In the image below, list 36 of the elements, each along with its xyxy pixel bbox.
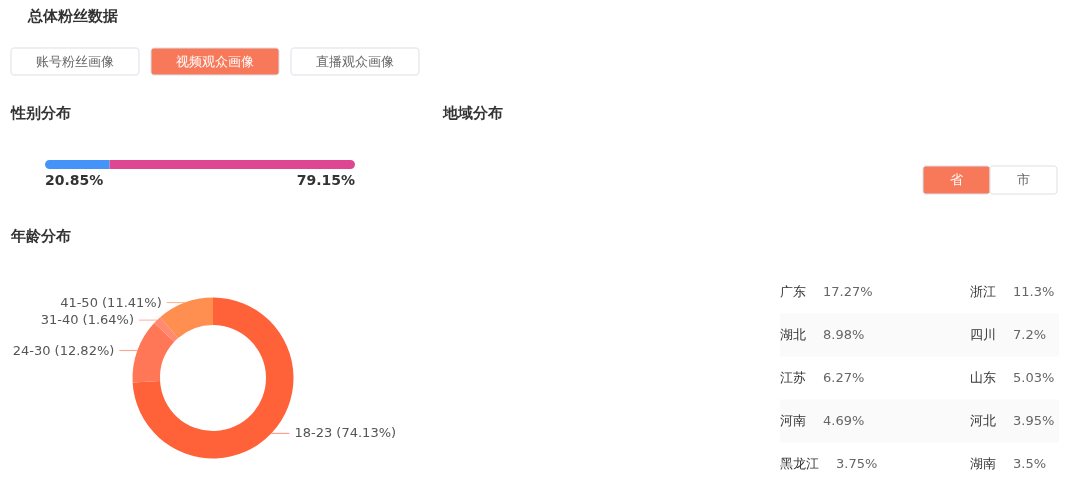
text: 总体粉丝数据	[27, 7, 118, 25]
category-label: 河南	[780, 413, 806, 428]
data-label: 3.95%	[1013, 413, 1055, 428]
slice-label: 24-30 (12.82%)	[12, 342, 115, 358]
data-label: 4.69%	[823, 413, 865, 428]
slice-label: 18-23 (74.13%)	[294, 425, 397, 441]
category-label: 市	[1017, 172, 1030, 187]
category-label: 河北	[970, 413, 996, 428]
category-label: 广东	[780, 284, 806, 299]
category-label: 山东	[970, 370, 996, 385]
data-label: 11.3%	[1013, 284, 1055, 299]
data-label: 8.98%	[823, 327, 865, 342]
chart-title: 性别分布	[10, 104, 71, 122]
category-label: 江苏	[780, 370, 806, 385]
category-label: 四川	[970, 327, 996, 342]
data-label: 20.85%	[45, 172, 104, 188]
category-label: 湖南	[970, 456, 996, 471]
text: 地域分布	[442, 104, 503, 122]
category-label: 视频观众画像	[176, 53, 254, 69]
data-label: 7.2%	[1013, 327, 1047, 342]
data-label: 79.15%	[296, 172, 355, 188]
category-label: 浙江	[970, 284, 996, 299]
donut-slice	[160, 297, 213, 339]
data-label: 5.03%	[1013, 370, 1055, 385]
data-label: 3.5%	[1013, 456, 1047, 471]
slice-label: 41-50 (11.41%)	[60, 294, 162, 310]
category-label: 账号粉丝画像	[36, 53, 114, 69]
slice-label: 31-40 (1.64%)	[40, 312, 135, 328]
data-label: 17.27%	[823, 284, 873, 299]
category-label: 直播观众画像	[316, 53, 394, 69]
category-label: 省	[950, 172, 963, 187]
data-label: 3.75%	[836, 456, 878, 471]
data-label: 6.27%	[823, 370, 865, 385]
chart-title: 年龄分布	[10, 227, 71, 245]
category-label: 湖北	[780, 327, 806, 342]
category-label: 黑龙江	[780, 456, 819, 471]
